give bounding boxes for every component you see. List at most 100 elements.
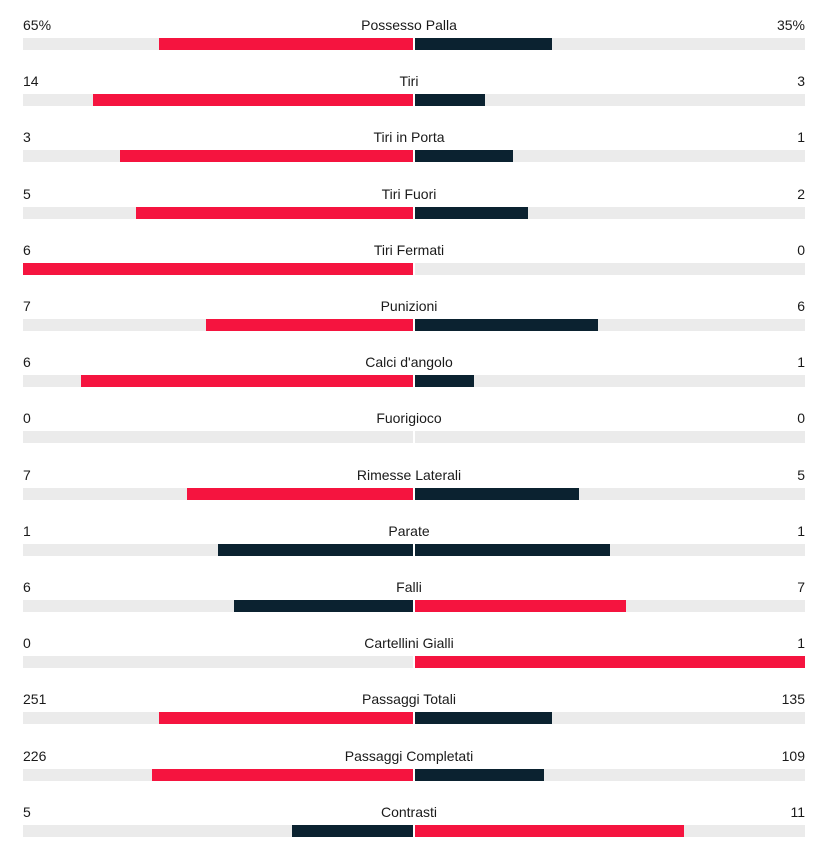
away-bar-track bbox=[415, 207, 805, 219]
home-value: 6 bbox=[23, 579, 31, 595]
home-bar-track bbox=[23, 488, 413, 500]
home-value: 6 bbox=[23, 354, 31, 370]
home-bar-fill bbox=[234, 600, 413, 612]
home-bar-track bbox=[23, 712, 413, 724]
away-bar-fill bbox=[415, 207, 528, 219]
home-bar-fill bbox=[152, 769, 413, 781]
home-bar-track bbox=[23, 150, 413, 162]
away-value: 1 bbox=[797, 354, 805, 370]
home-bar-fill bbox=[187, 488, 413, 500]
home-bar-fill bbox=[159, 38, 413, 50]
away-value: 1 bbox=[797, 523, 805, 539]
stat-label: Passaggi Completati bbox=[344, 748, 474, 764]
home-bar-track bbox=[23, 375, 413, 387]
stat-label: Rimesse Laterali bbox=[356, 467, 462, 483]
home-bar-track bbox=[23, 769, 413, 781]
away-value: 35% bbox=[776, 17, 805, 33]
away-bar-fill bbox=[415, 375, 474, 387]
home-value: 226 bbox=[23, 748, 47, 764]
away-bar-fill bbox=[415, 488, 579, 500]
home-value: 7 bbox=[23, 298, 31, 314]
away-value: 1 bbox=[797, 635, 805, 651]
home-bar-fill bbox=[81, 375, 413, 387]
home-bar-fill bbox=[206, 319, 413, 331]
away-bar-track bbox=[415, 488, 805, 500]
away-bar-track bbox=[415, 319, 805, 331]
home-bar-fill bbox=[120, 150, 413, 162]
stat-row: 6 Falli 7 bbox=[0, 578, 818, 618]
away-bar-track bbox=[415, 263, 805, 275]
stat-row: 6 Tiri Fermati 0 bbox=[0, 241, 818, 281]
away-bar-track bbox=[415, 600, 805, 612]
away-bar-track bbox=[415, 656, 805, 668]
home-value: 5 bbox=[23, 804, 31, 820]
away-bar-track bbox=[415, 431, 805, 443]
home-bar-track bbox=[23, 656, 413, 668]
home-bar-track bbox=[23, 600, 413, 612]
stat-label: Falli bbox=[396, 579, 422, 595]
stat-label: Tiri Fuori bbox=[381, 186, 437, 202]
away-bar-track bbox=[415, 150, 805, 162]
home-bar-track bbox=[23, 431, 413, 443]
away-bar-track bbox=[415, 769, 805, 781]
away-value: 6 bbox=[797, 298, 805, 314]
stat-row: 0 Fuorigioco 0 bbox=[0, 409, 818, 449]
away-bar-track bbox=[415, 825, 805, 837]
away-bar-fill bbox=[415, 769, 544, 781]
stat-label: Tiri bbox=[399, 73, 419, 89]
home-bar-track bbox=[23, 825, 413, 837]
stat-row: 6 Calci d'angolo 1 bbox=[0, 353, 818, 393]
away-bar-fill bbox=[415, 150, 513, 162]
stat-row: 3 Tiri in Porta 1 bbox=[0, 128, 818, 168]
away-bar-track bbox=[415, 712, 805, 724]
away-bar-track bbox=[415, 38, 805, 50]
home-bar-fill bbox=[23, 263, 413, 275]
home-value: 251 bbox=[23, 691, 47, 707]
home-bar-fill bbox=[136, 207, 413, 219]
home-bar-track bbox=[23, 319, 413, 331]
home-bar-track bbox=[23, 207, 413, 219]
stat-label: Parate bbox=[388, 523, 430, 539]
stat-row: 65% Possesso Palla 35% bbox=[0, 16, 818, 56]
home-bar-track bbox=[23, 263, 413, 275]
stat-row: 226 Passaggi Completati 109 bbox=[0, 747, 818, 787]
away-bar-fill bbox=[415, 38, 552, 50]
away-bar-track bbox=[415, 375, 805, 387]
stat-row: 7 Punizioni 6 bbox=[0, 297, 818, 337]
stat-label: Calci d'angolo bbox=[365, 354, 453, 370]
away-value: 5 bbox=[797, 467, 805, 483]
home-value: 0 bbox=[23, 410, 31, 426]
home-bar-fill bbox=[292, 825, 413, 837]
home-bar-track bbox=[23, 38, 413, 50]
away-bar-fill bbox=[415, 544, 610, 556]
home-value: 14 bbox=[23, 73, 39, 89]
away-value: 2 bbox=[797, 186, 805, 202]
away-bar-fill bbox=[415, 656, 805, 668]
stat-row: 7 Rimesse Laterali 5 bbox=[0, 466, 818, 506]
away-value: 109 bbox=[781, 748, 805, 764]
away-value: 7 bbox=[797, 579, 805, 595]
away-bar-track bbox=[415, 94, 805, 106]
away-value: 0 bbox=[797, 242, 805, 258]
away-bar-fill bbox=[415, 319, 598, 331]
away-value: 11 bbox=[790, 804, 805, 820]
away-value: 0 bbox=[797, 410, 805, 426]
stat-label: Possesso Palla bbox=[361, 17, 457, 33]
home-bar-fill bbox=[93, 94, 413, 106]
stat-label: Contrasti bbox=[380, 804, 438, 820]
away-bar-fill bbox=[415, 600, 626, 612]
home-value: 7 bbox=[23, 467, 31, 483]
home-bar-fill bbox=[218, 544, 413, 556]
stat-row: 0 Cartellini Gialli 1 bbox=[0, 634, 818, 674]
stat-row: 5 Tiri Fuori 2 bbox=[0, 185, 818, 225]
stat-label: Tiri in Porta bbox=[373, 129, 445, 145]
stat-label: Punizioni bbox=[380, 298, 438, 314]
away-bar-fill bbox=[415, 825, 684, 837]
away-bar-fill bbox=[415, 712, 552, 724]
home-value: 65% bbox=[23, 17, 52, 33]
home-bar-fill bbox=[159, 712, 413, 724]
away-value: 3 bbox=[797, 73, 805, 89]
stat-row: 5 Contrasti 11 bbox=[0, 803, 818, 843]
home-value: 6 bbox=[23, 242, 31, 258]
